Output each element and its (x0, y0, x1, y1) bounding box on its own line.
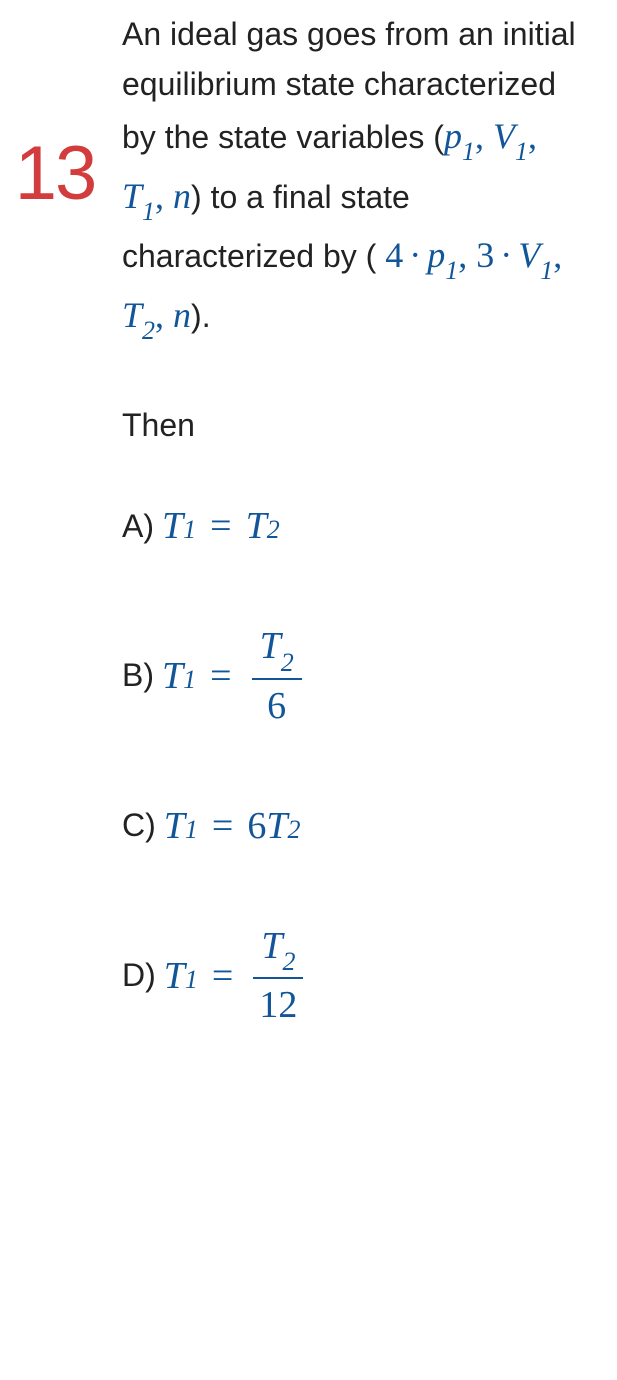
var-T1: T1 (122, 176, 155, 216)
option-b-expr: T1 = T2 6 (162, 624, 302, 728)
var-T2: T2 (122, 295, 155, 335)
fraction-b: T2 6 (252, 624, 302, 728)
coef-3: 3 (476, 235, 494, 275)
var-n: n (173, 176, 191, 216)
question-text: An ideal gas goes from an initial equili… (122, 10, 587, 347)
option-d-expr: T1 = T2 12 (164, 924, 304, 1028)
option-a-label: A) (122, 508, 154, 545)
option-d-label: D) (122, 957, 156, 994)
dot: · (409, 235, 421, 275)
comma: , (155, 295, 173, 335)
text-part3: ). (191, 298, 211, 334)
option-b[interactable]: B) T1 = T2 6 (122, 624, 587, 728)
comma: , (458, 235, 476, 275)
var-p1b: p1 (427, 235, 458, 275)
var-V1b: V1 (518, 235, 553, 275)
option-c-label: C) (122, 807, 156, 844)
option-c-expr: T1 = 6T2 (164, 804, 301, 848)
coef-4: 4 (385, 235, 403, 275)
option-d[interactable]: D) T1 = T2 12 (122, 924, 587, 1028)
comma: , (553, 235, 562, 275)
var-p1: p1 (444, 116, 475, 156)
var-nb: n (173, 295, 191, 335)
comma: , (475, 116, 493, 156)
comma: , (528, 116, 537, 156)
option-b-label: B) (122, 657, 154, 694)
question-number: 13 (0, 10, 110, 1027)
option-a-expr: T1 = T2 (162, 504, 280, 548)
var-V1: V1 (493, 116, 528, 156)
comma: , (155, 176, 173, 216)
question-content: An ideal gas goes from an initial equili… (110, 10, 597, 1027)
fraction-d: T2 12 (253, 924, 303, 1028)
option-a[interactable]: A) T1 = T2 (122, 504, 587, 548)
option-c[interactable]: C) T1 = 6T2 (122, 804, 587, 848)
question-container: 13 An ideal gas goes from an initial equ… (0, 0, 617, 1037)
dot: · (500, 235, 512, 275)
then-text: Then (122, 407, 587, 444)
